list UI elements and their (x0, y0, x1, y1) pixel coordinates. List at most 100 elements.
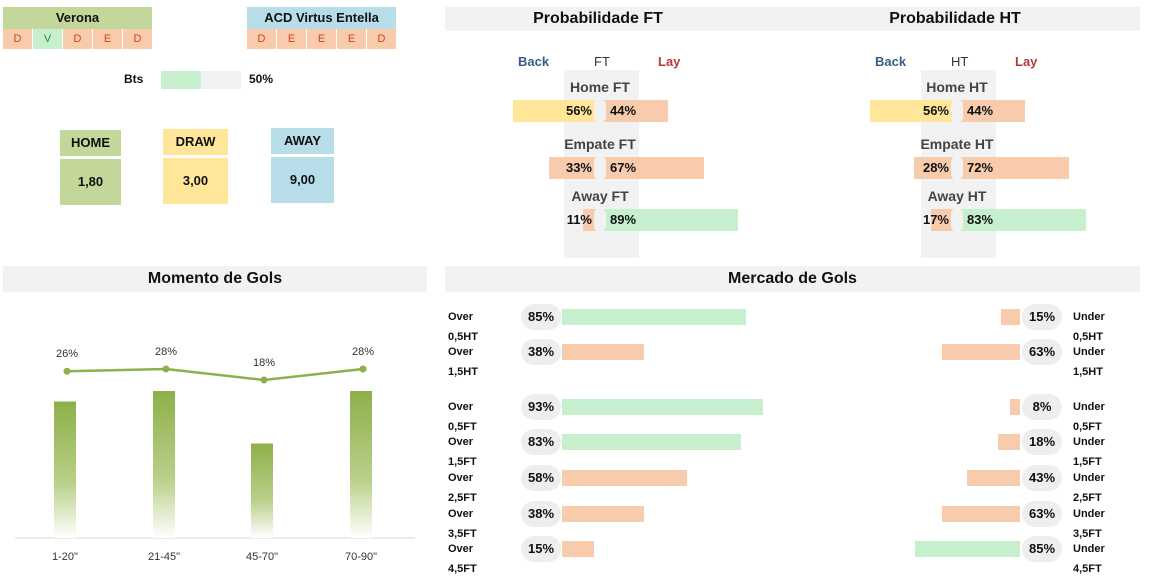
mercado-under-value-1: 15% (1022, 304, 1062, 330)
prob-header-band (445, 7, 1140, 31)
away-team-form: D E E E D (247, 29, 396, 49)
momento-title: Momento de Gols (3, 266, 427, 292)
mercado-under-label-3: Under 0,5FT (1073, 401, 1105, 433)
away-team-name: ACD Virtus Entella (247, 7, 396, 29)
prob-ht-title: Probabilidade HT (889, 10, 1021, 27)
away-odds-label: AWAY (271, 128, 334, 154)
mercado-under-bar-3 (1010, 399, 1020, 415)
mercado-over-label-3: Over 0,5FT (448, 401, 477, 433)
prob-ft-row-3-lay-bar (600, 209, 738, 231)
prob-ht-row-1-back-bar (870, 100, 957, 122)
away-form-3: E (307, 29, 337, 49)
prob-ft-row-3-label: Away FT (571, 188, 629, 204)
home-form-4: E (93, 29, 123, 49)
prob-ft-mid-label: FT (594, 54, 610, 69)
prob-ht-lay-label: Lay (1015, 54, 1038, 69)
prob-ft-row-2-lay-bar (600, 157, 704, 179)
bts-label: Bts (124, 72, 144, 86)
prob-ht-row-2-label: Empate HT (920, 136, 994, 152)
prob-ft-row-1-back-bar (513, 100, 600, 122)
home-form-5: D (123, 29, 152, 49)
prob-ft-lay-label: Lay (658, 54, 681, 69)
away-odds-value: 9,00 (271, 157, 334, 203)
mercado-under-value-2: 63% (1022, 339, 1062, 365)
mercado-over-value-1: 85% (521, 304, 561, 330)
prob-ht-mid-label: HT (951, 54, 969, 69)
mercado-under-label-4: Under 1,5FT (1073, 436, 1105, 468)
prob-ft-row-1-lay-value: 44% (610, 103, 637, 118)
momento-line (66, 367, 364, 382)
mercado-over-label-5: Over 2,5FT (448, 472, 477, 504)
momento-point-3 (260, 376, 268, 384)
home-form-2: V (33, 29, 63, 49)
prob-ft-title: Probabilidade FT (533, 10, 663, 27)
prob-ft-row-3-lay-value: 89% (610, 212, 637, 227)
home-team-form: D V D E D (3, 29, 152, 49)
bts-track (161, 71, 241, 89)
prob-ht-row-3-lay-bar (957, 209, 1086, 231)
away-form-2: E (277, 29, 307, 49)
momento-tick-4: 70-90" (345, 551, 377, 563)
prob-ht-row-2-back-bar (913, 157, 957, 179)
prob-ft-back-label: Back (518, 54, 550, 69)
mercado-under-value-4: 18% (1022, 429, 1062, 455)
draw-odds-label: DRAW (163, 129, 228, 155)
home-odds-value: 1,80 (60, 159, 121, 205)
mercado-under-bar-4 (997, 434, 1020, 450)
prob-ht-row-3-back-bar (930, 209, 957, 231)
home-odds-label: HOME (60, 130, 121, 156)
prob-ft-row-3-separator (594, 208, 606, 232)
mercado-over-bar-5 (562, 470, 688, 486)
prob-ht-row-1-label: Home HT (926, 79, 988, 95)
mercado-under-value-3: 8% (1022, 394, 1062, 420)
momento-label-3: 18% (253, 357, 275, 369)
momento-bar-3 (251, 443, 273, 538)
mercado-over-value-3: 93% (521, 394, 561, 420)
momento-bar-2 (153, 391, 175, 538)
mercado-under-label-5: Under 2,5FT (1073, 472, 1105, 504)
prob-ht-row-3-lay-value: 83% (967, 212, 994, 227)
mercado-under-bar-2 (941, 344, 1020, 360)
prob-ht-row-1-lay-bar (957, 100, 1026, 122)
mercado-under-bar-1 (1001, 309, 1020, 325)
mercado-under-label-1: Under 0,5HT (1073, 311, 1105, 343)
bts-fill (161, 71, 201, 89)
away-form-5: D (367, 29, 396, 49)
mercado-over-label-2: Over 1,5HT (448, 346, 478, 378)
momento-label-2: 28% (155, 346, 177, 358)
mercado-over-label-7: Over 4,5FT (448, 543, 477, 575)
mercado-over-value-4: 83% (521, 429, 561, 455)
mercado-over-bar-3 (562, 399, 763, 415)
mercado-title: Mercado de Gols (445, 266, 1140, 292)
mercado-under-bar-6 (941, 506, 1020, 522)
mercado-over-value-6: 38% (521, 501, 561, 527)
momento-tick-2: 21-45" (148, 551, 180, 563)
prob-ft-row-2-label: Empate FT (564, 136, 636, 152)
prob-ht-row-2-lay-bar (957, 157, 1069, 179)
home-form-3: D (63, 29, 93, 49)
prob-ht-row-1-separator (951, 99, 963, 123)
mercado-over-bar-6 (562, 506, 645, 522)
mercado-under-bar-7 (914, 541, 1020, 557)
away-form-4: E (337, 29, 367, 49)
momento-chart: 1-20" 21-45" 45-70" 70-90" 26% 28% 18% 28% (15, 346, 415, 563)
prob-ft-row-2-back-value: 33% (565, 160, 592, 175)
mercado-over-bar-2 (562, 344, 645, 360)
prob-ft-row-2-lay-value: 67% (610, 160, 637, 175)
mercado-under-value-5: 43% (1022, 465, 1062, 491)
mercado-over-value-5: 58% (521, 465, 561, 491)
mercado-over-bar-4 (562, 434, 742, 450)
prob-ht-row-3-back-value: 17% (922, 212, 949, 227)
prob-ht-row-2-lay-value: 72% (967, 160, 994, 175)
prob-ft-row-2-back-bar (548, 157, 600, 179)
mercado-over-label-6: Over 3,5FT (448, 508, 477, 540)
home-team-name: Verona (3, 7, 152, 29)
mercado-under-label-7: Under 4,5FT (1073, 543, 1105, 575)
prob-ft-row-1-back-value: 56% (565, 103, 592, 118)
prob-ht-back-label: Back (875, 54, 907, 69)
mercado-under-bar-5 (966, 470, 1020, 486)
momento-point-1 (63, 367, 71, 375)
prob-ft-row-3-back-value: 11% (566, 212, 592, 227)
draw-odds-value: 3,00 (163, 158, 228, 204)
mercado-under-label-2: Under 1,5HT (1073, 346, 1105, 378)
